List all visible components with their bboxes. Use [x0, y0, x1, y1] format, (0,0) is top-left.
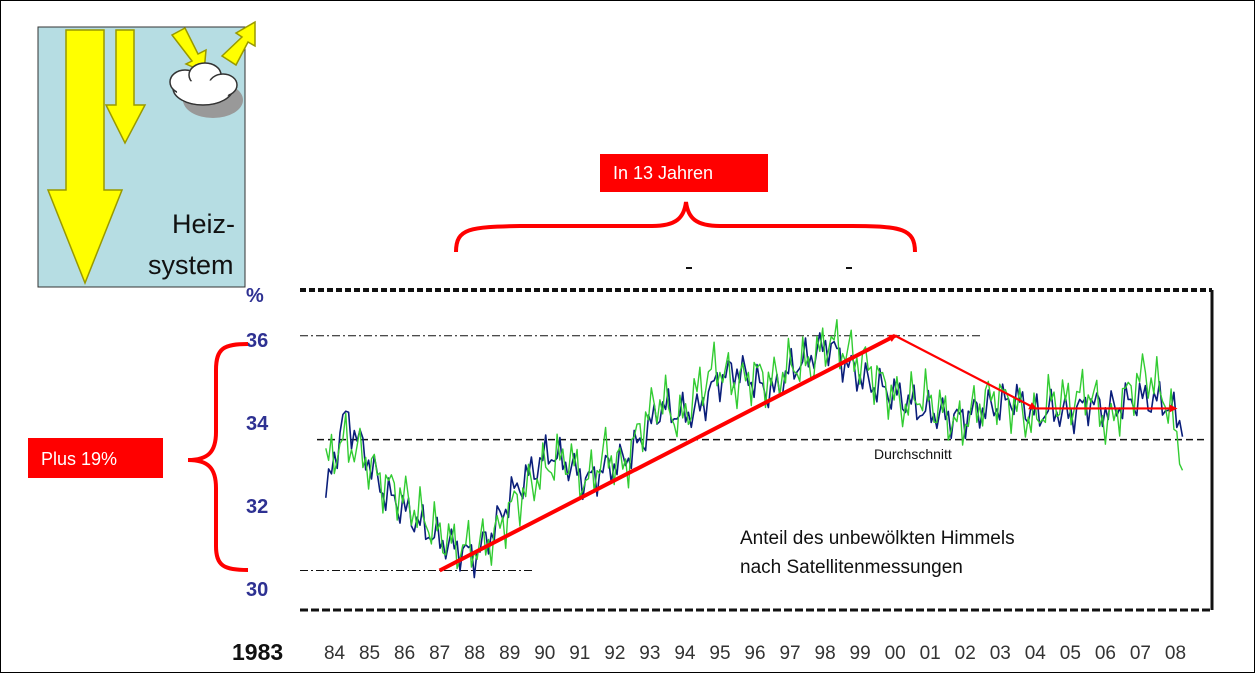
increase-label: Plus 19%	[41, 449, 117, 469]
x-tick-label: 01	[920, 643, 941, 664]
small-sunlight-arrow-icon	[104, 29, 147, 145]
x-tick-label: 91	[569, 643, 590, 664]
inset-label-line1: Heiz-	[172, 209, 235, 239]
time-span-brace	[454, 201, 917, 253]
x-tick-label: 08	[1165, 643, 1186, 664]
trend-arrow-2	[894, 334, 1038, 410]
x-tick-label: 88	[464, 643, 485, 664]
y-tick-label: 34	[246, 413, 269, 435]
series-line-1	[325, 332, 1184, 579]
reference-lines	[300, 335, 1205, 572]
x-tick-label: 92	[604, 643, 625, 664]
x-tick-label: 02	[955, 643, 976, 664]
x-tick-label: 07	[1130, 643, 1151, 664]
x-tick-label: 93	[639, 643, 660, 664]
x-tick-label: 04	[1025, 643, 1047, 664]
x-tick-label: 06	[1095, 643, 1116, 664]
caption-line1: Anteil des unbewölkten Himmels	[740, 528, 1015, 549]
cloud-icon	[169, 62, 243, 118]
y-tick-label: 32	[246, 496, 268, 518]
increase-box	[28, 438, 163, 478]
x-tick-label: 85	[359, 643, 380, 664]
x-tick-label: 95	[709, 643, 730, 664]
trend-arrows	[438, 333, 1178, 573]
series-line-2	[325, 319, 1184, 570]
x-tick-labels: 84 85 86 87 88 89 90 91 92 93 94 95 96 97 98 99 00 01 02 03…	[324, 643, 1186, 664]
x-tick-label: 86	[394, 643, 415, 664]
x-tick-label: 84	[324, 643, 346, 664]
x-tick-label-first: 1983	[232, 639, 283, 665]
increase-brace	[187, 342, 249, 572]
x-tick-label: 99	[850, 643, 871, 664]
x-tick-label: 98	[815, 643, 836, 664]
trend-arrow-1	[438, 333, 897, 573]
time-span-label: In 13 Jahren	[613, 163, 713, 183]
x-tick-label: 03	[990, 643, 1011, 664]
plot-area	[300, 267, 1214, 612]
time-span-box	[600, 154, 768, 192]
x-tick-label: 89	[499, 643, 520, 664]
large-sunlight-arrow-icon	[46, 29, 124, 286]
x-tick-label: 00	[885, 643, 906, 664]
x-tick-label: 97	[779, 643, 800, 664]
escaping-arrow-icon	[220, 20, 256, 67]
x-tick-label: 05	[1060, 643, 1081, 664]
x-tick-label: 96	[744, 643, 765, 664]
x-tick-label: 87	[429, 643, 450, 664]
inset-label-line2: system	[148, 250, 234, 280]
x-tick-label: 90	[534, 643, 555, 664]
heating-system-inset: Heiz- system	[37, 20, 256, 288]
y-tick-labels: 30 32 34 36	[246, 330, 269, 601]
reflected-arrow-icon	[170, 26, 207, 74]
data-series	[325, 319, 1184, 579]
y-axis-unit: %	[246, 285, 264, 307]
average-label: Durchschnitt	[874, 446, 952, 462]
caption-line2: nach Satellitenmessungen	[740, 557, 963, 578]
y-tick-label: 36	[246, 330, 268, 352]
y-tick-label: 30	[246, 579, 268, 601]
x-tick-label: 94	[674, 643, 696, 664]
